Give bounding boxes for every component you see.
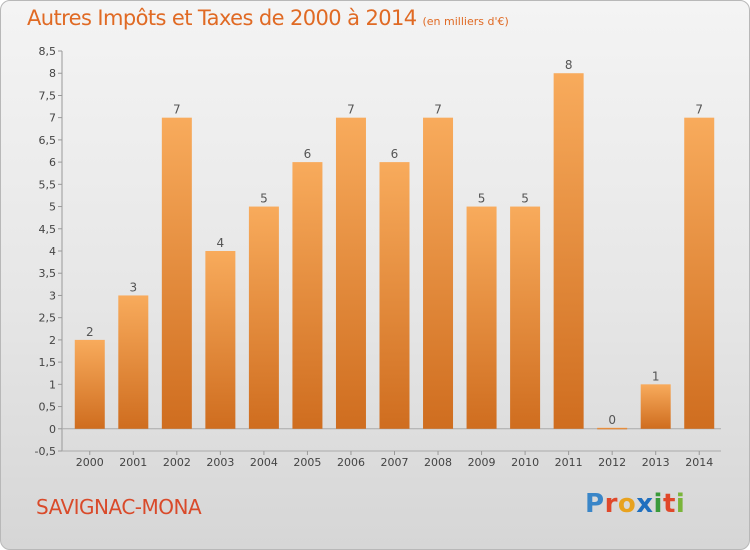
bar [74, 339, 105, 429]
x-tick-label: 2013 [642, 456, 670, 469]
x-tick-label: 2004 [250, 456, 278, 469]
y-tick-label: 0,5 [39, 401, 57, 414]
x-tick-label: 2006 [337, 456, 365, 469]
x-tick-label: 2012 [598, 456, 626, 469]
value-labels: 2 3 7 4 5 6 7 6 7 5 5 8 0 1 7 [86, 58, 703, 427]
bar [466, 206, 497, 429]
y-tick-label: 3,5 [39, 267, 57, 280]
bar [553, 73, 584, 429]
y-tick-label: 4,5 [39, 223, 57, 236]
title-row: Autres Impôts et Taxes de 2000 à 2014 (en… [27, 6, 509, 30]
place-name: SAVIGNAC-MONA [36, 495, 202, 519]
data-label: 7 [434, 103, 442, 117]
y-tick-label: 1,5 [39, 356, 57, 369]
y-tick-label: -0,5 [35, 445, 56, 458]
x-tick-label: 2008 [424, 456, 452, 469]
y-tick-label: 2 [49, 334, 56, 347]
y-tick-label: 4 [49, 245, 56, 258]
bar [118, 295, 149, 429]
data-label: 7 [173, 103, 181, 117]
y-tick-label: 5,5 [39, 178, 57, 191]
x-tick-label: 2007 [381, 456, 409, 469]
bar [161, 117, 192, 429]
bar [379, 162, 410, 429]
axes: -0,5 0 0,5 1 1,5 2 2,5 3 3,5 4 4,5 5 5,5 6 6,5 7 7,5 8 8,5… [35, 45, 721, 469]
y-tick-label: 7 [49, 112, 56, 125]
y-tick-label: 3 [49, 289, 56, 302]
bar [335, 117, 366, 429]
bar [510, 206, 541, 429]
y-tick-label: 6 [49, 156, 56, 169]
data-label: 6 [391, 147, 399, 161]
data-label: 7 [347, 103, 355, 117]
bar [640, 384, 671, 429]
bar [292, 162, 323, 429]
bar [597, 427, 628, 430]
chart-title: Autres Impôts et Taxes de 2000 à 2014 [27, 6, 417, 30]
y-tick-label: 6,5 [39, 134, 57, 147]
bar [423, 117, 454, 429]
x-tick-label: 2009 [468, 456, 496, 469]
x-tick-label: 2010 [511, 456, 539, 469]
y-tick-label: 2,5 [39, 312, 57, 325]
y-tick-label: 1 [49, 378, 56, 391]
data-label: 1 [652, 369, 660, 383]
data-label: 5 [521, 192, 529, 206]
chart-subtitle: (en milliers d'€) [422, 15, 509, 28]
data-label: 0 [608, 413, 616, 427]
x-tick-label: 2001 [119, 456, 147, 469]
y-tick-label: 5 [49, 201, 56, 214]
bars [74, 73, 715, 430]
x-tick-label: 2003 [206, 456, 234, 469]
data-label: 5 [260, 192, 268, 206]
data-label: 6 [304, 147, 312, 161]
x-tick-label: 2005 [293, 456, 321, 469]
x-tick-label: 2011 [555, 456, 583, 469]
y-tick-label: 8 [49, 67, 56, 80]
y-tick-label: 8,5 [39, 45, 57, 58]
y-tick-label: 7,5 [39, 89, 57, 102]
bar [684, 117, 715, 429]
bar [248, 206, 279, 429]
y-tick-label: 0 [49, 423, 56, 436]
proxiti-logo[interactable]: Proxiti [585, 489, 686, 519]
data-label: 7 [695, 103, 703, 117]
data-label: 2 [86, 325, 94, 339]
x-tick-label: 2014 [685, 456, 713, 469]
x-tick-label: 2000 [76, 456, 104, 469]
x-tick-label: 2002 [163, 456, 191, 469]
bar [205, 251, 236, 429]
data-label: 3 [129, 280, 137, 294]
data-label: 4 [217, 236, 225, 250]
data-label: 8 [565, 58, 573, 72]
data-label: 5 [478, 192, 486, 206]
